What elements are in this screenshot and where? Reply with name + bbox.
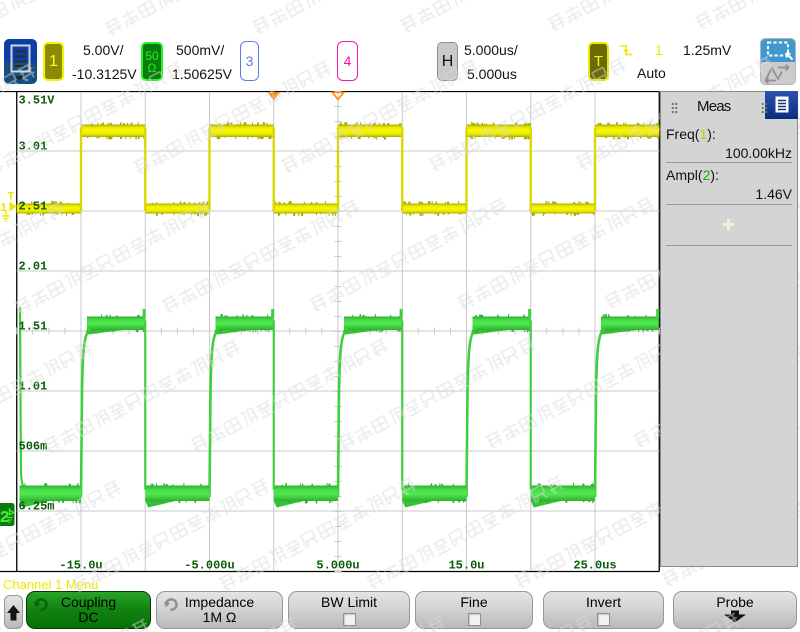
svg-text:25.0us: 25.0us [573,559,616,573]
svg-text:3.01: 3.01 [19,140,48,154]
svg-text:6.25m: 6.25m [19,500,55,514]
svg-text:1: 1 [0,201,7,215]
svg-text:T: T [8,192,15,204]
svg-text:2.01: 2.01 [19,260,48,274]
svg-text:-15.0u: -15.0u [59,559,102,573]
svg-text:506m: 506m [19,440,48,454]
svg-text:1.01: 1.01 [19,380,48,394]
svg-text:5.000u: 5.000u [316,559,359,573]
svg-text:3.51V: 3.51V [19,94,56,108]
svg-text:15.0u: 15.0u [448,559,484,573]
svg-text:2.51: 2.51 [19,200,48,214]
svg-text:-5.000u: -5.000u [184,559,234,573]
svg-text:1.51: 1.51 [19,320,48,334]
svg-text:2: 2 [0,509,10,528]
